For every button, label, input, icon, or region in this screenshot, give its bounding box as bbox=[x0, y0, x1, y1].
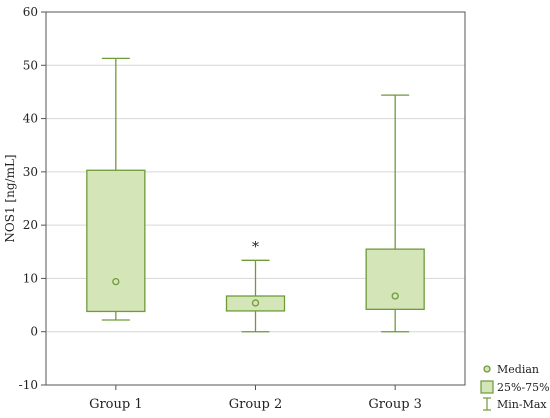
box-series: * bbox=[86, 57, 425, 333]
y-tick-label: -10 bbox=[19, 378, 38, 392]
legend-iqr-swatch bbox=[480, 380, 494, 394]
y-tick-label: 30 bbox=[23, 165, 38, 179]
median-marker bbox=[391, 292, 399, 300]
x-axis-categories: Group 1 Group 2 Group 3 bbox=[89, 385, 422, 412]
y-tick-label: 60 bbox=[23, 5, 38, 19]
y-tick-label: 20 bbox=[23, 218, 38, 232]
median-marker bbox=[251, 299, 260, 307]
y-tick-label: 50 bbox=[23, 58, 38, 72]
box-group-1 bbox=[86, 57, 146, 321]
iqr-box bbox=[365, 248, 425, 310]
legend: Median 25%-75% Min-Max bbox=[480, 363, 550, 411]
box-group-2: * bbox=[225, 239, 286, 333]
legend-median-label: Median bbox=[497, 363, 539, 376]
y-axis-ticks: -10 0 10 20 30 40 50 60 bbox=[19, 5, 46, 392]
legend-iqr-label: 25%-75% bbox=[497, 381, 550, 394]
y-tick-label: 10 bbox=[23, 271, 38, 285]
y-tick-label: 0 bbox=[30, 325, 38, 339]
x-category-label: Group 2 bbox=[229, 397, 283, 412]
significance-marker: * bbox=[252, 239, 259, 255]
y-axis-label: NOS1 [ng/mL] bbox=[3, 154, 17, 242]
median-marker bbox=[112, 277, 120, 286]
y-tick-label: 40 bbox=[23, 112, 38, 126]
legend-median-swatch bbox=[483, 365, 491, 373]
box-group-3 bbox=[365, 94, 425, 333]
iqr-box bbox=[86, 169, 146, 313]
x-category-label: Group 3 bbox=[368, 397, 422, 412]
x-category-label: Group 1 bbox=[89, 397, 143, 412]
legend-minmax-label: Min-Max bbox=[497, 398, 547, 411]
